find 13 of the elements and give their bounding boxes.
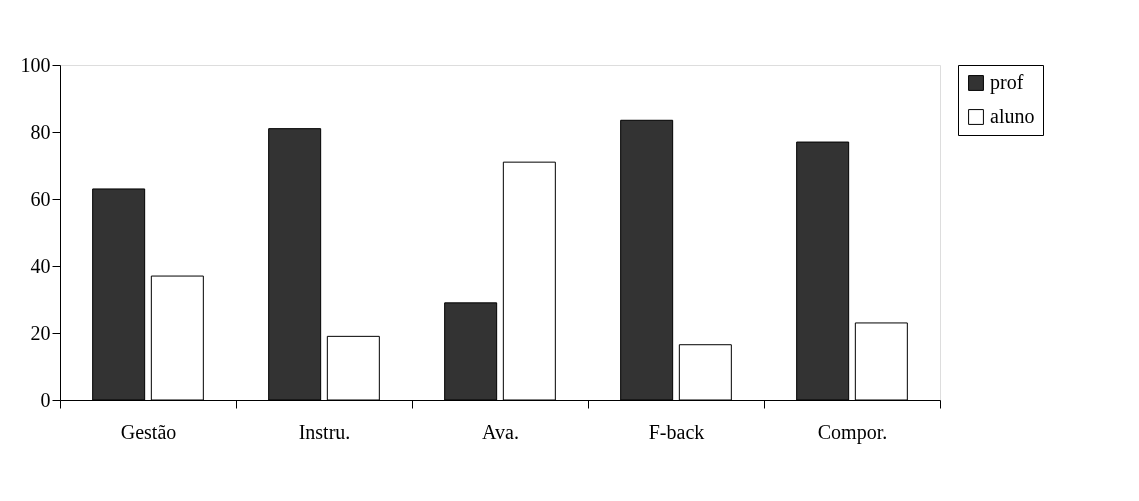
legend-label: prof [990,71,1024,94]
y-tick-label: 0 [40,388,51,411]
x-tick-label: Gestão [120,420,177,443]
x-tick-label: F-back [648,420,705,443]
x-tick-label: Ava. [482,420,519,443]
y-tick-label: 60 [30,187,51,210]
y-tick-label: 100 [20,53,51,76]
y-tick-label: 20 [30,321,51,344]
legend-label: aluno [990,105,1035,127]
x-tick-label: Instru. [298,420,351,443]
y-tick-label: 40 [30,254,51,277]
y-tick-label: 80 [30,120,51,143]
x-tick-label: Compor. [817,420,888,444]
